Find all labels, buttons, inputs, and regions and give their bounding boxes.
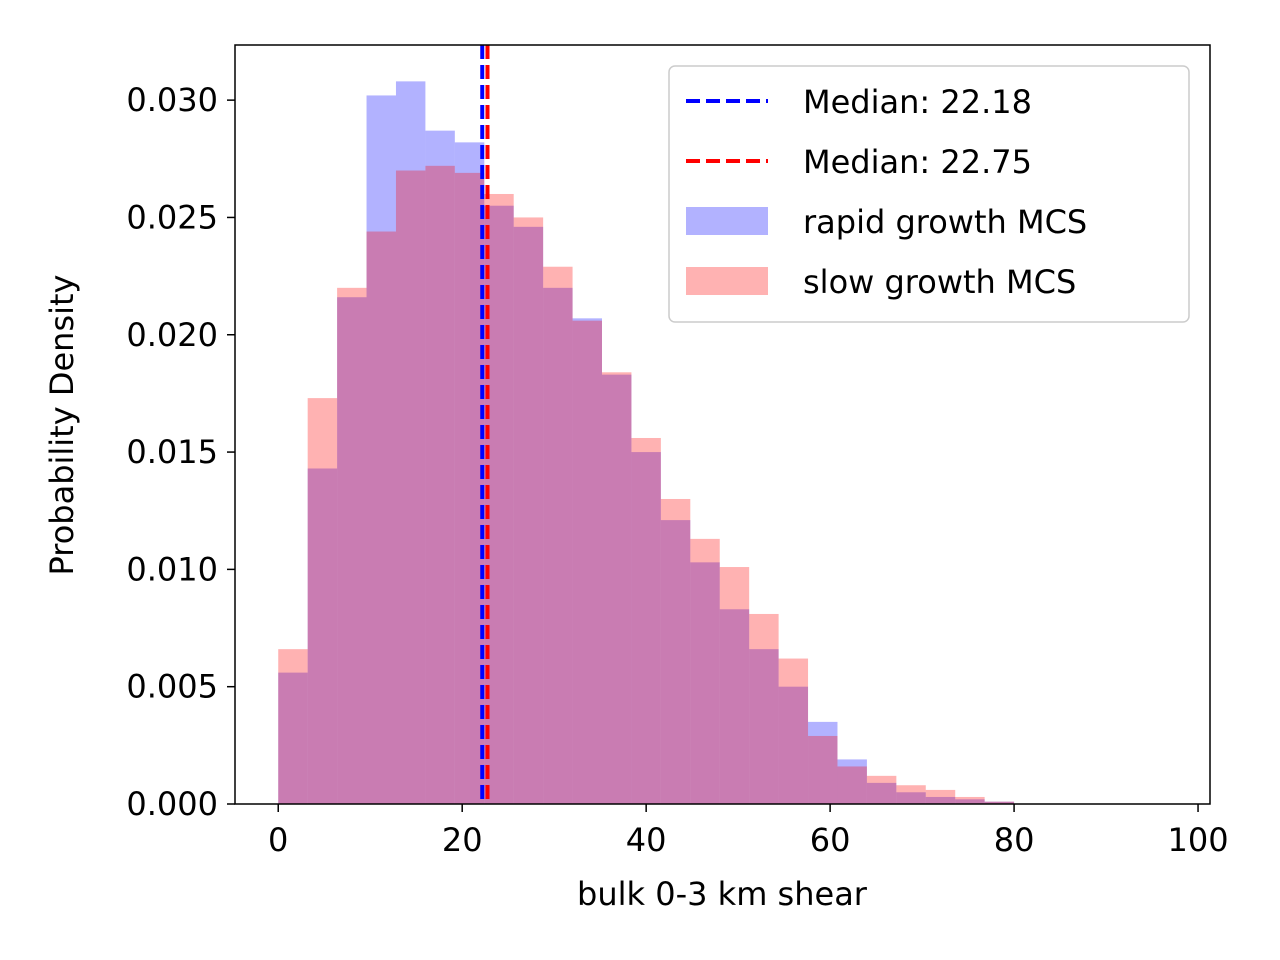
histogram-bar: [278, 649, 308, 804]
x-tick-label: 0: [268, 821, 288, 859]
histogram-bar: [454, 142, 485, 804]
x-tick-label: 100: [1168, 821, 1229, 859]
y-axis-label: Probability Density: [43, 275, 81, 576]
histogram-bar: [778, 658, 809, 804]
y-tick-label: 0.005: [126, 668, 218, 706]
histogram-bar: [866, 775, 897, 804]
histogram-bar: [307, 468, 338, 804]
histogram-bar: [366, 95, 396, 804]
histogram-bars: [278, 81, 1015, 805]
x-tick-label: 80: [994, 821, 1035, 859]
plot-frame: [234, 44, 1211, 805]
histogram-bar: [631, 437, 661, 804]
histogram-bar: [984, 801, 1015, 804]
histogram-bar: [602, 372, 632, 804]
histogram-bar: [572, 320, 603, 804]
legend-label: slow growth MCS: [803, 263, 1076, 301]
y-tick-label: 0.020: [126, 316, 218, 354]
histogram-bar: [955, 796, 985, 804]
histogram-bar: [307, 398, 338, 804]
histogram-bar: [690, 538, 720, 804]
histogram-bar: [337, 287, 367, 804]
legend-patch-swatch: [686, 207, 768, 235]
histogram-bar: [719, 567, 750, 804]
histogram-bar: [454, 172, 485, 804]
histogram-bar: [955, 799, 985, 804]
x-tick-label: 20: [442, 821, 483, 859]
histogram-bar: [631, 452, 661, 804]
histogram-bar: [660, 498, 691, 804]
histogram-bar: [513, 226, 544, 804]
legend-label: Median: 22.75: [803, 143, 1032, 181]
histogram-bar: [896, 785, 926, 804]
histogram-bar: [543, 266, 573, 804]
x-axis-ticks: 0 20 40 60 80 100: [268, 804, 1229, 859]
histogram-bar: [719, 609, 750, 804]
histogram-bar: [749, 613, 779, 804]
histogram-bar: [837, 759, 867, 804]
histogram-bar: [984, 801, 1015, 804]
legend-frame: [668, 65, 1190, 323]
histogram-bar: [395, 81, 426, 804]
histogram-bar: [866, 782, 897, 804]
y-tick-label: 0.025: [126, 198, 218, 236]
y-tick-label: 0.010: [126, 550, 218, 588]
y-tick-label: 0.030: [126, 81, 218, 119]
legend-label: Median: 22.18: [803, 83, 1032, 121]
histogram-bar: [425, 130, 455, 804]
histogram-bar: [837, 766, 867, 804]
legend: Median: 22.18 Median: 22.75 rapid growth M…: [668, 65, 1190, 323]
y-tick-label: 0.015: [126, 433, 218, 471]
histogram-bar: [749, 649, 779, 804]
histogram-bar: [602, 374, 632, 804]
x-tick-label: 60: [810, 821, 851, 859]
histogram-bar: [925, 789, 956, 804]
histogram-bar: [572, 318, 603, 804]
histogram-bar: [278, 672, 308, 804]
x-tick-label: 40: [626, 821, 667, 859]
y-tick-label: 0.000: [126, 785, 218, 823]
histogram-bar: [513, 217, 544, 805]
series-0-bars: [278, 81, 1015, 805]
histogram-bar: [690, 562, 720, 804]
histogram-bar: [808, 735, 838, 804]
histogram-bar: [337, 297, 367, 804]
histogram-bar: [778, 686, 809, 804]
x-axis-label: bulk 0-3 km shear: [577, 875, 868, 913]
histogram-bar: [808, 721, 838, 804]
median-lines: [480, 45, 490, 804]
histogram-bar: [896, 792, 926, 804]
y-axis-ticks: 0.000 0.005 0.010 0.015 0.020 0.025 0.030: [126, 81, 235, 823]
histogram-bar: [925, 796, 956, 804]
histogram-bar: [660, 520, 691, 804]
legend-patch-swatch: [686, 267, 768, 295]
histogram-bar: [366, 231, 396, 805]
histogram-bar: [543, 287, 573, 804]
histogram-bar: [425, 165, 455, 805]
histogram-bar: [395, 170, 426, 805]
legend-label: rapid growth MCS: [803, 203, 1087, 241]
